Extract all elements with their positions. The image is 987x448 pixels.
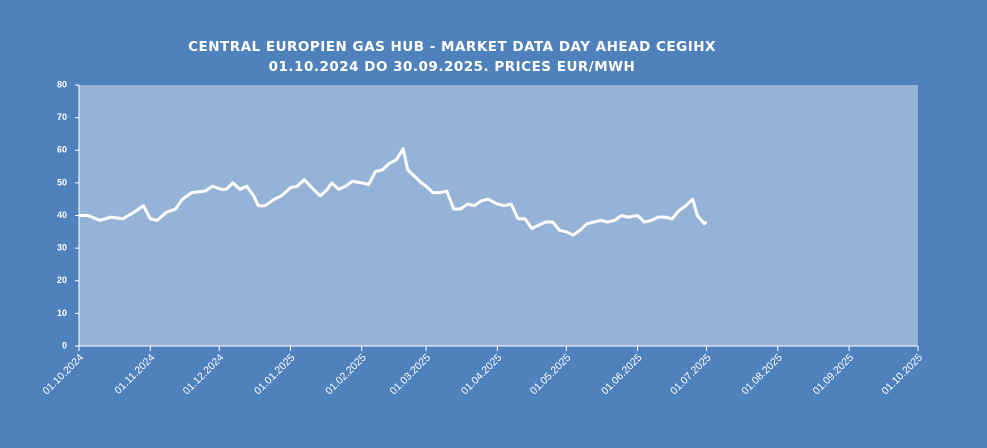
chart-title: CENTRAL EUROPIEN GAS HUB - MARKET DATA D… bbox=[188, 39, 716, 55]
y-tick-label: 10 bbox=[57, 308, 67, 318]
y-tick-label: 0 bbox=[62, 340, 67, 350]
chart-title: 01.10.2024 DO 30.09.2025. PRICES EUR/MWH bbox=[269, 59, 636, 75]
y-tick-label: 20 bbox=[57, 275, 67, 285]
y-tick-label: 50 bbox=[57, 177, 67, 187]
plot-area bbox=[79, 85, 918, 346]
y-tick-label: 80 bbox=[57, 79, 67, 89]
y-tick-label: 30 bbox=[57, 243, 67, 253]
y-tick-label: 70 bbox=[57, 112, 67, 122]
y-tick-label: 40 bbox=[57, 210, 67, 220]
price-line bbox=[79, 147, 708, 237]
y-tick-label: 60 bbox=[57, 145, 67, 155]
